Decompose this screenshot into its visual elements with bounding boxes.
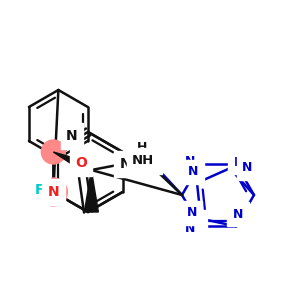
Circle shape [39,178,68,206]
Text: NH: NH [234,156,255,169]
Text: N: N [47,185,59,199]
Text: N: N [191,216,201,229]
Text: O: O [75,156,87,170]
Text: N: N [242,161,252,174]
Text: F: F [34,183,44,197]
Text: N: N [186,206,197,219]
Text: N: N [184,222,195,235]
Text: N: N [120,157,131,171]
Text: N: N [66,129,78,143]
Text: NH: NH [135,155,156,169]
Text: H: H [137,141,148,154]
Text: N: N [184,155,195,168]
Polygon shape [53,152,92,177]
Text: N: N [188,165,198,178]
Text: NH: NH [132,154,154,166]
Text: N: N [233,208,243,221]
Circle shape [41,140,65,164]
Polygon shape [84,170,98,212]
